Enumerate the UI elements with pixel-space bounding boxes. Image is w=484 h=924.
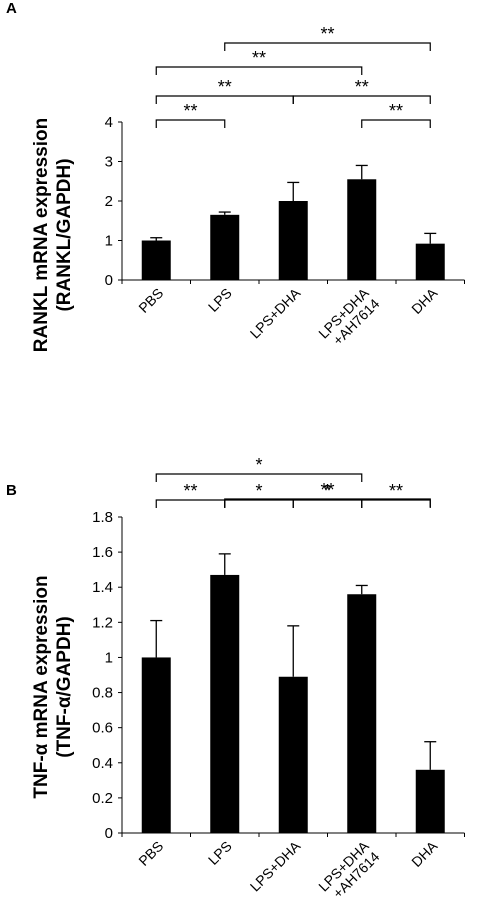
y-axis-label-secondary: (TNF-α/GAPDH)	[54, 616, 75, 758]
y-tick-label: 0	[105, 272, 113, 289]
y-tick-label: 1.8	[92, 509, 113, 526]
x-category-label: DHA	[408, 284, 441, 317]
panel-a: A 0 1 2 3 4 PBS LPS LPS+DHA LPS+DHA+AH7614 DHA RAN…	[6, 0, 465, 352]
y-tick-label: 2	[105, 193, 113, 210]
significance-bracket	[224, 499, 294, 508]
significance-bracket	[361, 119, 431, 128]
bar	[415, 769, 445, 833]
x-category-label: LPS+DHA+AH7614	[315, 284, 383, 352]
y-tick-label: 0.6	[92, 720, 113, 737]
significance-bracket	[155, 66, 363, 75]
x-category-label: LPS+DHA	[247, 284, 304, 341]
significance-marker: **	[320, 24, 334, 44]
panel-b: B 0 0.2 0.4 0.6 0.8 1 1.2 1.4 1.6 1.8 PBS LPS LPS+DH…	[0, 455, 484, 924]
y-tick-label: 0.8	[92, 685, 113, 702]
bar	[278, 201, 308, 280]
significance-marker: **	[183, 101, 197, 121]
y-tick-label: 0.2	[92, 790, 113, 807]
x-category-label: LPS	[205, 285, 235, 315]
significance-bracket	[292, 499, 363, 508]
significance-bracket	[155, 95, 294, 104]
significance-marker: **	[252, 48, 266, 68]
y-tick-label: 1	[105, 233, 113, 250]
significance-bracket	[361, 499, 431, 508]
bar	[141, 240, 171, 280]
tnf-alpha-bar-chart: 0 0.2 0.4 0.6 0.8 1 1.2 1.4 1.6 1.8 PBS LPS LPS+DHA L…	[31, 455, 465, 905]
panel-label-b: B	[6, 482, 17, 499]
significance-marker: **	[183, 481, 197, 501]
x-category-label: LPS	[205, 838, 235, 868]
x-category-label: LPS+DHA	[247, 837, 304, 894]
significance-marker: **	[389, 481, 403, 501]
significance-bracket	[292, 95, 431, 104]
x-category-label: PBS	[135, 285, 166, 316]
x-category-label-line: LPS+DHA	[247, 837, 304, 894]
x-category-label: DHA	[408, 837, 441, 870]
bar	[347, 594, 377, 833]
y-tick-label: 1.4	[92, 579, 113, 596]
significance-bracket	[155, 473, 363, 482]
bar	[210, 574, 240, 833]
significance-marker: *	[324, 481, 331, 501]
significance-bracket	[224, 42, 431, 51]
bar	[210, 214, 240, 280]
y-tick-label: 3	[105, 154, 113, 171]
y-tick-label: 1	[105, 649, 113, 666]
y-tick-label: 1.2	[92, 614, 113, 631]
significance-marker: **	[320, 480, 334, 500]
significance-marker: **	[389, 101, 403, 121]
x-category-label-line: LPS	[205, 838, 235, 868]
significance-marker: **	[218, 77, 232, 97]
y-tick-label: 0.4	[92, 755, 113, 772]
bar	[278, 676, 308, 833]
bar	[415, 243, 445, 280]
x-category-label-line: PBS	[135, 285, 166, 316]
x-category-label: PBS	[135, 838, 166, 869]
significance-marker: *	[255, 455, 262, 475]
y-tick-label: 0	[105, 825, 113, 842]
significance-marker: **	[355, 77, 369, 97]
y-tick-label: 4	[105, 114, 113, 131]
significance-bracket	[155, 499, 226, 508]
x-category-label-line: DHA	[408, 284, 441, 317]
x-category-label: LPS+DHA+AH7614	[315, 837, 383, 905]
x-category-label-line: LPS+DHA	[247, 284, 304, 341]
y-axis-label: RANKL mRNA expression	[31, 118, 52, 352]
x-category-label-line: PBS	[135, 838, 166, 869]
x-category-label-line: DHA	[408, 837, 441, 870]
significance-marker: *	[255, 481, 262, 501]
y-axis-label-secondary: (RANKL/GAPDH)	[54, 158, 75, 311]
x-category-label-line: LPS	[205, 285, 235, 315]
panel-label-a: A	[6, 0, 17, 17]
bar	[141, 657, 171, 833]
bar	[347, 179, 377, 280]
y-axis-label: TNF-α mRNA expression	[31, 575, 52, 798]
significance-bracket	[155, 119, 226, 128]
rankl-bar-chart: 0 1 2 3 4 PBS LPS LPS+DHA LPS+DHA+AH7614 DHA RANKL…	[31, 24, 465, 352]
y-tick-label: 1.6	[92, 544, 113, 561]
